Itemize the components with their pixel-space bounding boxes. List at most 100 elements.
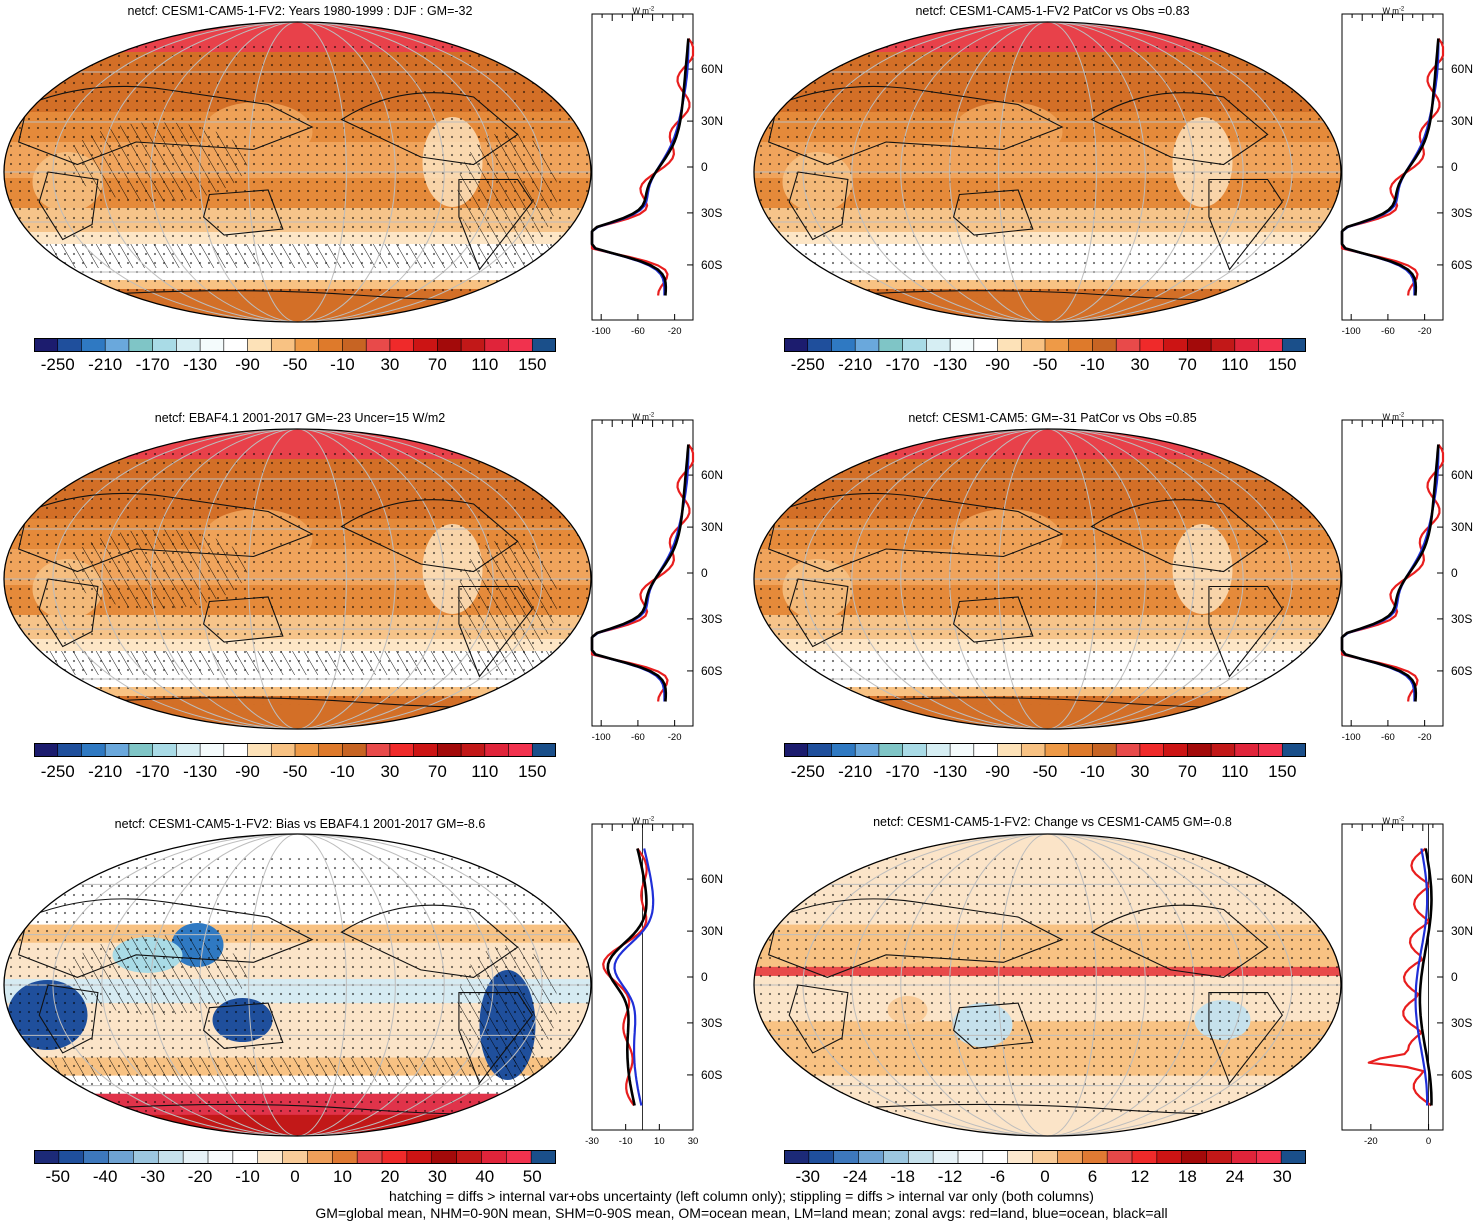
colorbar-tick-label: -50 [282,355,308,374]
lat-label: 30N [1451,924,1473,938]
colorbar-tick-label: -170 [135,355,170,374]
colorbar-tick-label: -40 [92,1167,118,1186]
lat-label: 60N [701,872,723,886]
colorbar-labels-5: -50 -40 -30 -20 -10 0 10 20 30 40 50 [34,1167,556,1189]
colorbar-tick-label: -10 [1080,355,1105,374]
colorbar-tick-label: -10 [330,355,355,374]
colorbar-tick-label: 0 [290,1167,300,1186]
colorbar-tick-label: 10 [332,1167,352,1186]
colorbar-tick-label: 30 [380,355,400,374]
colorbar-tick-label: 30 [1130,762,1150,781]
zonal-plot-4: W m-2 60N 30N 0 30S 60S -100 -60 -20 [1340,413,1473,743]
colorbar-tick-label: 110 [1221,355,1249,374]
lat-label: 30N [1451,520,1473,534]
colorbar-tick-label: 50 [522,1167,542,1186]
lat-label: 0 [1451,160,1458,174]
colorbar-tick-label: -30 [795,1167,821,1186]
map-panel-5 [3,833,592,1137]
lat-label: 60N [1451,872,1473,886]
colorbar-labels-2: -250 -210 -170 -130 -90 -50 -10 30 70 110 150 [784,355,1306,377]
map-panel-6 [753,833,1342,1137]
colorbar-tick-label: -50 [1032,762,1058,781]
colorbar-tick-label: -250 [40,355,75,374]
colorbar-tick-label: -130 [183,355,218,374]
footer-note-2: GM=global mean, NHM=0-90N mean, SHM=0-90… [315,1205,1168,1221]
zonal-tick-label: -20 [1418,326,1432,337]
colorbar-tick-label: 6 [1087,1167,1098,1186]
zonal-tick-label: -20 [668,732,682,743]
lat-label: 60S [701,664,722,678]
lat-label: 30S [701,612,722,626]
lat-label: 30N [701,520,723,534]
zonal-tick-label: -60 [1381,326,1395,337]
zonal-unit-exponent: -2 [649,413,655,419]
colorbar-tick-label: 30 [380,762,400,781]
lat-label: 0 [1451,566,1458,580]
panel-title-6: netcf: CESM1-CAM5-1-FV2: Change vs CESM1… [873,815,1232,829]
colorbar-tick-label: -50 [45,1167,71,1186]
colorbar-tick-label: 20 [380,1167,400,1186]
colorbar-tick-label: 110 [1221,762,1249,781]
zonal-tick-label: -30 [585,1136,599,1147]
lat-label: 60N [701,62,723,76]
zonal-unit-exponent: -2 [1399,7,1405,13]
colorbar-tick-label: 30 [1130,355,1150,374]
zonal-tick-label: 0 [1426,1136,1431,1147]
colorbar-6 [784,1150,1306,1164]
colorbar-tick-label: -170 [885,355,920,374]
zonal-unit-exponent: -2 [1399,817,1405,823]
colorbar-tick-label: 70 [427,355,447,374]
colorbar-tick-label: 150 [1268,355,1297,374]
zonal-unit-exponent: -2 [649,817,655,823]
zonal-tick-label: -100 [592,732,611,743]
colorbar-tick-label: -250 [40,762,75,781]
colorbar-labels-4: -250 -210 -170 -130 -90 -50 -10 30 70 110 150 [784,762,1306,784]
zonal-unit-label: W m-2 [1383,817,1405,826]
colorbar-tick-label: 70 [427,762,447,781]
colorbar-tick-label: -210 [88,762,123,781]
zonal-tick-label: -10 [619,1136,633,1147]
colorbar-tick-label: -130 [933,762,968,781]
lat-label: 60S [701,258,722,272]
panel-title-4: netcf: CESM1-CAM5: GM=-31 PatCor vs Obs … [908,411,1197,425]
lat-label: 0 [701,160,708,174]
colorbar-labels-6: -30 -24 -18 -12 -6 0 6 12 18 24 30 [784,1167,1306,1189]
colorbar-tick-label: -130 [183,762,218,781]
zonal-unit-label: W m-2 [1383,413,1405,422]
colorbar-4 [784,743,1306,757]
colorbar-tick-label: -20 [187,1167,213,1186]
colorbar-tick-label: -24 [842,1167,868,1186]
panel-title-3: netcf: EBAF4.1 2001-2017 GM=-23 Uncer=15… [154,411,446,425]
lat-label: 60S [1451,1068,1472,1082]
lat-label: 30S [1451,206,1472,220]
colorbar-tick-label: 150 [518,355,547,374]
lat-label: 60N [701,468,723,482]
zonal-tick-label: -100 [1342,732,1361,743]
colorbar-tick-label: -210 [838,355,873,374]
colorbar-tick-label: -12 [937,1167,963,1186]
lat-label: 30S [1451,1016,1472,1030]
zonal-tick-label: -20 [1418,732,1432,743]
colorbar-tick-label: 150 [518,762,547,781]
colorbar-tick-label: 40 [475,1167,495,1186]
colorbar-tick-label: -210 [88,355,123,374]
lat-label: 0 [1451,970,1458,984]
lat-label: 60N [1451,62,1473,76]
colorbar-3 [34,743,556,757]
lat-label: 30N [701,924,723,938]
map-panel-4 [753,428,1342,730]
zonal-tick-label: -100 [592,326,611,337]
lat-label: 30S [701,206,722,220]
lat-label: 60S [701,1068,722,1082]
zonal-plot-5: W m-2 60N 30N 0 30S 60S -30 -10 10 30 [585,817,723,1148]
lat-label: 30N [701,114,723,128]
zonal-unit-label: W m-2 [633,413,655,422]
colorbar-1 [34,338,556,352]
zonal-tick-label: -60 [1381,732,1395,743]
colorbar-tick-label: -250 [790,355,825,374]
colorbar-tick-label: -170 [885,762,920,781]
zonal-plot-6: W m-2 60N 30N 0 30S 60S -20 0 [1341,817,1473,1147]
panel-title-5: netcf: CESM1-CAM5-1-FV2: Bias vs EBAF4.1… [114,817,486,831]
colorbar-5 [34,1150,556,1164]
colorbar-tick-label: 30 [427,1167,447,1186]
